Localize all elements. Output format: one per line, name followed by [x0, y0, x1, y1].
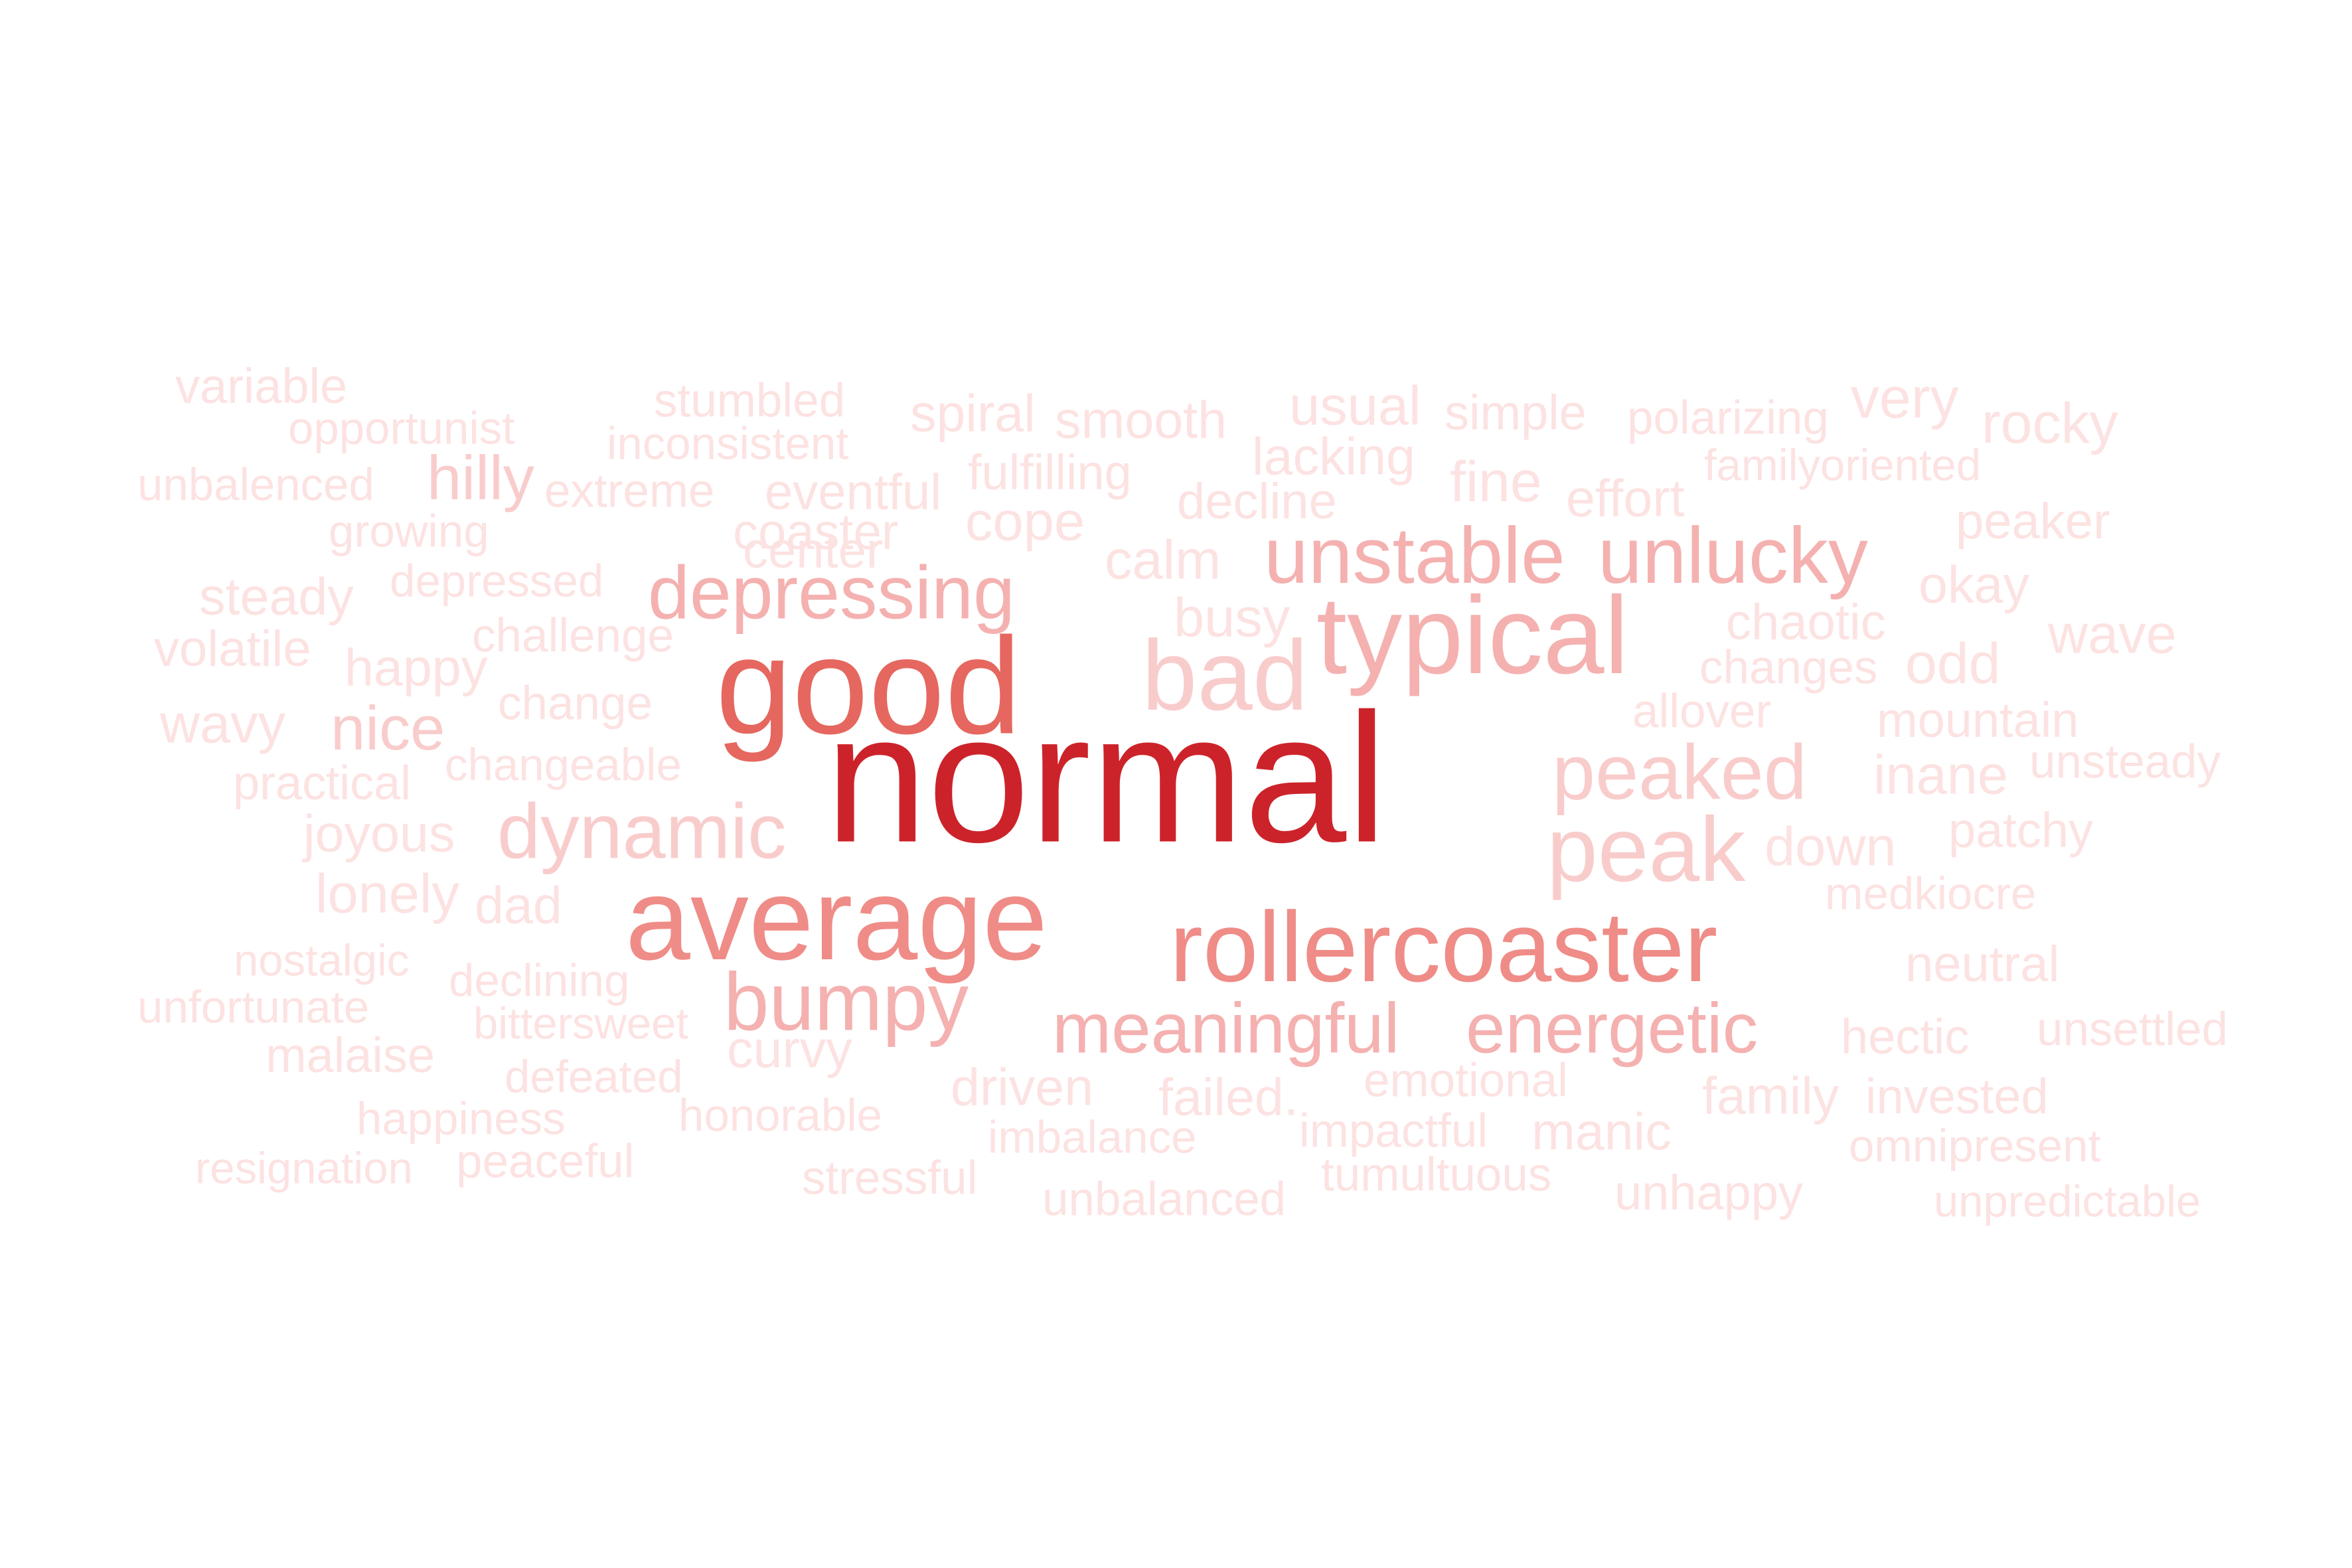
cloud-word: omnipresent — [1849, 1120, 2101, 1172]
cloud-word: bittersweet — [473, 998, 688, 1049]
cloud-word: typical — [1316, 574, 1629, 697]
cloud-word: practical — [233, 757, 412, 810]
cloud-word: decline — [1177, 473, 1337, 530]
cloud-word: allover — [1632, 685, 1772, 738]
cloud-word: fulfilling — [968, 445, 1132, 500]
cloud-word: bad — [1142, 619, 1308, 731]
cloud-word: okay — [1919, 554, 2029, 614]
cloud-word: meaningful — [1052, 988, 1400, 1068]
cloud-word: unhappy — [1614, 1165, 1803, 1220]
cloud-word: peaceful — [456, 1135, 635, 1188]
cloud-word: hectic — [1841, 1009, 1970, 1064]
cloud-word: very — [1851, 366, 1959, 430]
cloud-word: inconsistent — [607, 418, 849, 469]
cloud-word: nice — [331, 693, 445, 763]
cloud-word: rocky — [1982, 392, 2118, 455]
cloud-word: normal — [825, 674, 1387, 881]
cloud-word: simple — [1445, 385, 1587, 440]
cloud-word: spiral — [910, 383, 1036, 443]
cloud-word: unstable — [1264, 511, 1565, 600]
cloud-word: rollercoaster — [1170, 891, 1718, 1002]
cloud-word: effort — [1566, 468, 1685, 528]
cloud-word: defeated — [505, 1051, 683, 1103]
cloud-word: energetic — [1466, 988, 1759, 1068]
cloud-word: wave — [2048, 603, 2177, 665]
cloud-word: stumbled — [654, 374, 846, 428]
cloud-word: imbalance — [988, 1111, 1197, 1163]
cloud-word: dynamic — [497, 787, 787, 875]
cloud-word: bumpy — [724, 957, 969, 1048]
cloud-word: familyoriented — [1704, 440, 1982, 491]
cloud-word: fine — [1450, 450, 1542, 514]
cloud-word: center — [743, 522, 884, 579]
cloud-word: odd — [1905, 632, 2001, 696]
cloud-word: extreme — [544, 465, 715, 518]
cloud-word: down — [1764, 815, 1897, 878]
cloud-word: growing — [329, 505, 489, 557]
cloud-word: cope — [965, 490, 1085, 552]
cloud-word: malaise — [266, 1028, 435, 1083]
cloud-word: emotional — [1364, 1054, 1568, 1107]
cloud-word: average — [625, 854, 1048, 984]
cloud-word: joyous — [303, 803, 455, 863]
cloud-word: neutral — [1905, 936, 2060, 992]
cloud-word: change — [498, 677, 653, 730]
cloud-word: stressful — [802, 1152, 978, 1205]
cloud-word: peaked — [1552, 728, 1807, 816]
cloud-word: unpredictable — [1934, 1176, 2201, 1227]
cloud-word: peaker — [1956, 493, 2110, 550]
cloud-word: hilly — [427, 443, 534, 512]
cloud-word: resignation — [195, 1143, 413, 1194]
cloud-word: lacking — [1252, 426, 1415, 486]
cloud-word: unsettled — [2037, 1003, 2229, 1056]
cloud-word: honorable — [678, 1089, 882, 1141]
cloud-word: opportunist — [288, 402, 515, 454]
cloud-word: declining — [449, 955, 630, 1006]
cloud-word: manic — [1531, 1101, 1672, 1161]
cloud-word: peak — [1547, 799, 1746, 901]
cloud-word: calm — [1105, 528, 1221, 591]
cloud-word: unlucky — [1598, 511, 1868, 600]
cloud-word: unfortunate — [137, 981, 370, 1033]
cloud-word: happy — [345, 637, 488, 697]
cloud-word: changes — [1699, 641, 1878, 694]
cloud-word: failed. — [1158, 1067, 1298, 1127]
cloud-word: driven — [951, 1057, 1094, 1117]
cloud-word: challenge — [472, 609, 674, 663]
cloud-word: wavy — [160, 692, 286, 755]
cloud-word: impactful — [1299, 1105, 1488, 1158]
cloud-word: depressing — [648, 550, 1015, 635]
cloud-word: medkiocre — [1825, 868, 2037, 919]
cloud-word: tumultuous — [1321, 1148, 1552, 1202]
cloud-word: usual — [1289, 374, 1421, 437]
cloud-word: nostalgic — [234, 935, 410, 986]
cloud-word: chaotic — [1726, 594, 1886, 651]
cloud-word: dad — [475, 875, 562, 935]
cloud-word: eventful — [765, 464, 942, 520]
cloud-word: inane — [1873, 744, 2009, 806]
cloud-word: depressed — [390, 555, 604, 607]
cloud-word: smooth — [1055, 390, 1227, 449]
cloud-word: good — [716, 609, 1022, 763]
cloud-word: polarizing — [1627, 392, 1829, 445]
cloud-word: unsteady — [2029, 736, 2221, 789]
cloud-word: family — [1702, 1065, 1840, 1125]
cloud-word: busy — [1174, 586, 1291, 649]
cloud-word: lonely — [315, 862, 459, 925]
cloud-word: unbalenced — [137, 459, 374, 510]
cloud-word: volatile — [154, 621, 311, 677]
cloud-word: steady — [199, 566, 354, 626]
cloud-word: patchy — [1948, 803, 2094, 858]
cloud-word: unbalanced — [1042, 1173, 1287, 1226]
cloud-word: coaster — [733, 504, 899, 560]
cloud-word: invested — [1865, 1069, 2049, 1124]
cloud-word: changeable — [445, 739, 682, 791]
cloud-word: variable — [175, 358, 348, 414]
cloud-word: happiness — [356, 1093, 566, 1144]
cloud-word: mountain — [1877, 692, 2079, 747]
cloud-word: curvy — [727, 1019, 852, 1079]
